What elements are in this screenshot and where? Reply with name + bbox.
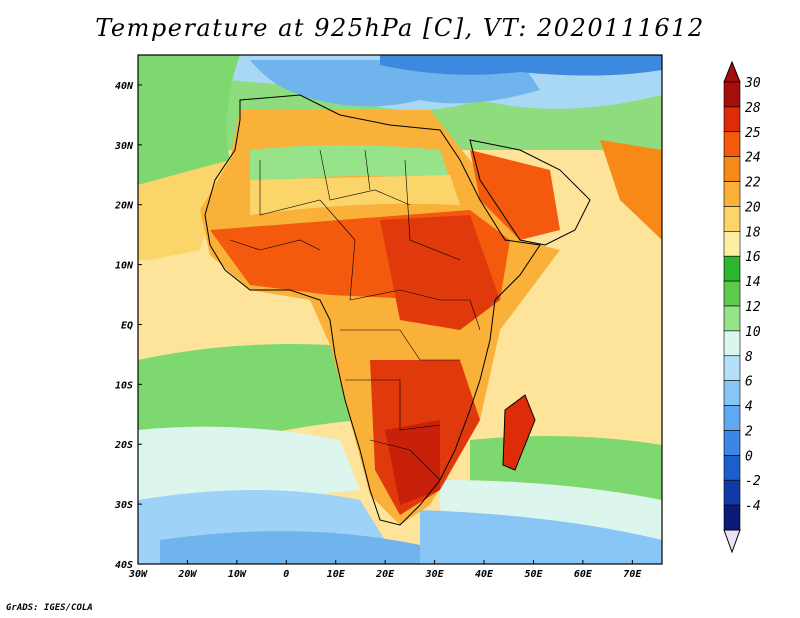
field-atlantic-north <box>138 55 240 185</box>
colorbar-label: 18 <box>745 225 761 240</box>
colorbar-bottom-arrow <box>723 529 741 554</box>
colorbar-swatch <box>723 156 741 182</box>
colorbar-swatch <box>723 355 741 381</box>
x-tick-label: 30W <box>128 569 148 580</box>
y-tick-label: 40N <box>115 81 134 92</box>
x-tick-label: 20W <box>177 569 197 580</box>
colorbar-label: 25 <box>745 126 761 141</box>
colorbar-swatch <box>723 380 741 406</box>
colorbar-label: 22 <box>745 176 761 191</box>
colorbar-label: 30 <box>744 76 761 91</box>
colorbar-label: 28 <box>745 101 761 116</box>
x-tick-label: 10W <box>228 569 247 580</box>
colorbar-swatch <box>723 181 741 207</box>
y-tick-label: 30N <box>114 141 134 152</box>
colorbar-label: 8 <box>745 350 753 365</box>
y-tick-label: 10N <box>115 261 134 272</box>
colorbar-swatch <box>723 305 741 332</box>
colorbar-label: 6 <box>745 375 753 390</box>
colorbar-swatch <box>723 280 741 307</box>
y-tick-label: 40S <box>115 560 133 571</box>
x-tick-label: 10E <box>327 569 346 580</box>
x-tick-label: 70E <box>623 569 642 580</box>
x-tick-label: 60E <box>574 569 593 580</box>
field-atlantic-warm <box>138 160 230 260</box>
x-tick-label: 20E <box>375 569 395 580</box>
field-sahara-green <box>250 145 450 185</box>
colorbar-label: 0 <box>745 449 753 464</box>
chart-title: Temperature at 925hPa [C], VT: 202011161… <box>95 14 705 42</box>
colorbar-label: -4 <box>745 499 761 514</box>
colorbar-swatch <box>723 255 741 282</box>
colorbar-label: 20 <box>745 200 761 215</box>
x-tick-label: 0 <box>283 569 289 580</box>
field-indian-south-blue <box>420 510 662 564</box>
credit-text: GrADS: IGES/COLA <box>6 603 93 613</box>
map-frame <box>137 54 663 565</box>
colorbar-label: 2 <box>745 424 753 439</box>
field-central-hot <box>380 215 500 330</box>
field-arabia-hot <box>470 150 560 240</box>
colorbar-swatch <box>723 405 741 431</box>
field-madagascar <box>503 395 535 470</box>
colorbar-swatch <box>723 455 741 481</box>
colorbar-swatch <box>723 206 741 232</box>
x-tick-label: 50E <box>524 569 543 580</box>
y-tick-label: 20S <box>114 440 133 451</box>
colorbar-swatch <box>723 430 741 456</box>
colorbar-swatch <box>723 106 741 133</box>
y-tick-label: EQ <box>121 320 133 331</box>
field-iran-warm <box>600 140 662 240</box>
x-axis-ticks: 30W 20W 10W 0 10E 20E 30E 40E 50E 60E 70E <box>128 560 642 580</box>
field-indian-south-pale <box>440 480 662 540</box>
colorbar-swatch <box>723 131 741 157</box>
colorbar-label: 10 <box>745 325 761 340</box>
y-tick-label: 30S <box>114 500 133 511</box>
colorbar-swatch <box>723 231 741 257</box>
colorbar-swatch <box>723 479 741 506</box>
field-sahara-yellow <box>250 175 460 215</box>
colorbar-label: 24 <box>745 151 761 166</box>
y-axis-ticks: 40N 30N 20N 10N EQ 10S 20S 30S 40S <box>114 81 142 571</box>
x-tick-label: 40E <box>475 569 494 580</box>
coastline <box>204 94 591 526</box>
colorbar-label: 16 <box>745 250 761 265</box>
colorbar-swatch <box>723 330 741 357</box>
country-borders <box>229 149 481 481</box>
colorbar-label: 12 <box>745 300 761 315</box>
field-south-deep-blue <box>160 531 460 564</box>
field-kalahari-core <box>385 420 440 505</box>
colorbar-swatch <box>723 504 741 531</box>
colorbar-label: 4 <box>745 400 753 415</box>
field-far-north <box>380 55 662 76</box>
colorbar-swatch <box>723 81 741 108</box>
colorbar-label: -2 <box>745 474 761 489</box>
temperature-field <box>138 55 662 564</box>
y-tick-label: 10S <box>115 380 133 391</box>
y-tick-label: 20N <box>114 201 134 212</box>
colorbar-label: 14 <box>745 275 761 290</box>
colorbar-top-arrow <box>723 60 741 83</box>
x-tick-label: 30E <box>425 569 445 580</box>
